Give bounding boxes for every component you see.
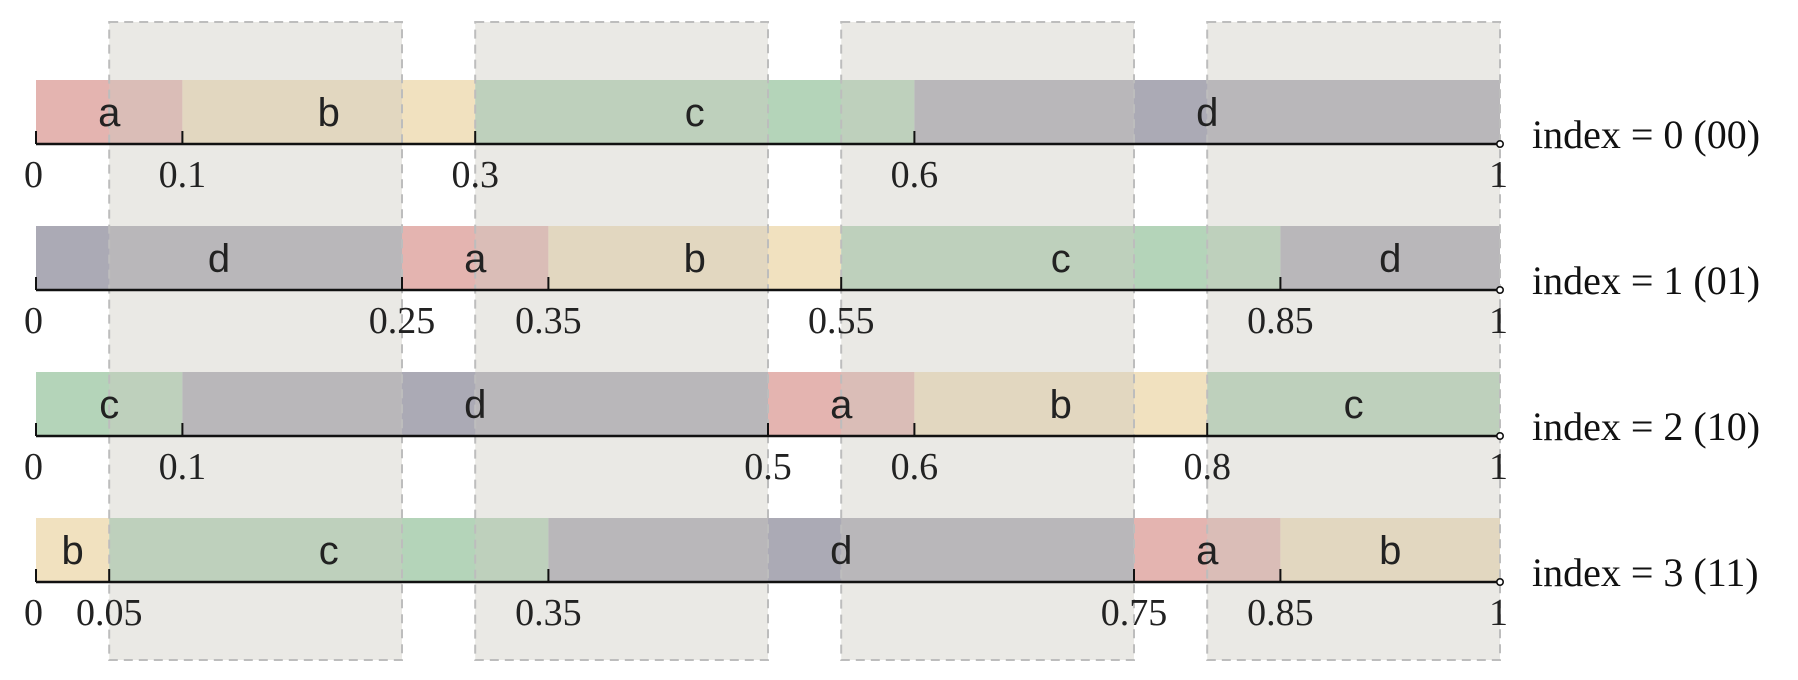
segment-c <box>1207 372 1500 436</box>
labels-layer: a b c d 0 0.1 0.3 0.6 1 index = 0 (00) d a b c d 0 0.25 0… <box>24 91 1760 634</box>
tick-label: 1 <box>1489 154 1508 196</box>
segment-label: a <box>98 91 121 135</box>
tick-label: 0.6 <box>891 154 939 196</box>
segment-d <box>1280 226 1500 290</box>
segment-label: d <box>1196 91 1218 135</box>
segment-label: c <box>1051 237 1071 281</box>
segments-layer <box>36 80 1500 582</box>
tick-label: 0.75 <box>1101 592 1168 634</box>
tick-label: 0.5 <box>744 446 792 488</box>
tick-label: 0.25 <box>369 300 436 342</box>
shaded-band <box>474 21 769 661</box>
row-label: index = 1 (01) <box>1532 258 1760 303</box>
segment-b <box>914 372 1208 436</box>
tick-label: 0 <box>24 154 43 196</box>
tick-label: 0.8 <box>1183 446 1231 488</box>
segment-label: d <box>464 383 486 427</box>
segment-label: c <box>99 383 119 427</box>
shaded-band <box>108 21 403 661</box>
shaded-bands-layer <box>108 21 1501 661</box>
shaded-band <box>1206 21 1501 661</box>
tick-label: 0.6 <box>891 446 939 488</box>
segment-label: a <box>830 383 853 427</box>
segment-label: c <box>319 529 339 573</box>
tick-label: 0.1 <box>159 154 207 196</box>
tick-label: 0.1 <box>159 446 207 488</box>
tick-label: 0 <box>24 300 43 342</box>
axis-end-marker <box>1496 140 1505 149</box>
tick-label: 0.85 <box>1247 300 1314 342</box>
segment-label: c <box>685 91 705 135</box>
axis-end-marker <box>1496 285 1505 294</box>
tick-label: 0.85 <box>1247 592 1314 634</box>
tick-label: 0.05 <box>76 592 143 634</box>
segment-label: d <box>1379 237 1401 281</box>
segment-label: b <box>1379 529 1401 573</box>
axes-layer <box>35 131 1505 586</box>
segment-label: a <box>464 237 487 281</box>
segment-b <box>36 518 110 582</box>
segment-b <box>182 80 476 144</box>
shaded-band <box>840 21 1135 661</box>
segment-label: a <box>1196 529 1219 573</box>
tick-label: 1 <box>1489 300 1508 342</box>
tick-label: 0.35 <box>515 300 582 342</box>
segment-label: d <box>208 237 230 281</box>
segment-b <box>1280 518 1500 582</box>
segment-b <box>548 226 842 290</box>
tick-label: 1 <box>1489 446 1508 488</box>
axis-end-marker <box>1496 431 1505 440</box>
segment-label: b <box>318 91 340 135</box>
tick-label: 0 <box>24 592 43 634</box>
axis-end-marker <box>1496 577 1505 586</box>
segment-label: b <box>61 529 83 573</box>
segment-label: b <box>684 237 706 281</box>
tick-label: 0.3 <box>451 154 499 196</box>
segment-label: c <box>1344 383 1364 427</box>
tick-label: 0.35 <box>515 592 582 634</box>
segment-label: d <box>830 529 852 573</box>
tick-label: 0 <box>24 446 43 488</box>
segment-d <box>36 226 402 290</box>
tick-label: 0.55 <box>808 300 875 342</box>
tick-label: 1 <box>1489 592 1508 634</box>
row-label: index = 0 (00) <box>1532 112 1760 157</box>
row-label: index = 3 (11) <box>1532 550 1759 595</box>
row-label: index = 2 (10) <box>1532 404 1760 449</box>
segment-label: b <box>1050 383 1072 427</box>
